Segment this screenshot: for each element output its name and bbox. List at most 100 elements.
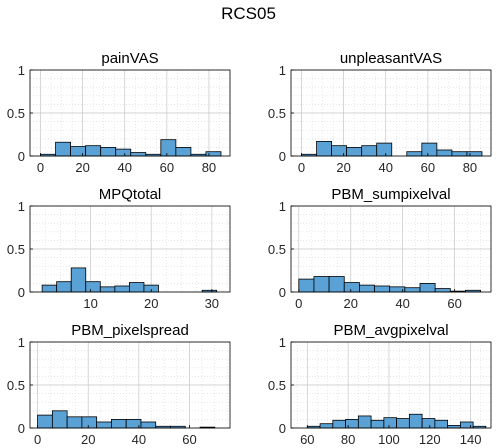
histogram-bar — [404, 287, 421, 293]
y-tick-label: 0 — [279, 149, 286, 164]
histogram-bar — [408, 413, 423, 429]
histogram-bar — [346, 146, 363, 157]
histogram-bar — [357, 415, 372, 429]
subplot-title: PBM_pixelspread — [71, 322, 189, 339]
y-tick-label: 0.5 — [7, 242, 25, 257]
histogram-bar — [99, 286, 116, 293]
subplot-5: 0 20 40 60 0 0.5 1 PBM_pixelspread — [7, 322, 231, 447]
histogram-bar — [459, 421, 474, 429]
x-tick-label: 120 — [419, 432, 441, 447]
histogram-bar — [316, 140, 333, 157]
histogram-bar — [370, 419, 385, 429]
histogram-bar — [376, 142, 393, 157]
y-tick-label: 1 — [279, 335, 286, 350]
histogram-bar — [41, 284, 58, 293]
y-tick-label: 0.5 — [7, 106, 25, 121]
x-tick-label: 0 — [34, 432, 41, 447]
x-tick-label: 0 — [37, 160, 44, 175]
subplot-title: PBM_sumpixelval — [331, 186, 450, 203]
histogram-bar — [66, 416, 83, 429]
histogram-bar — [298, 278, 315, 293]
y-tick-label: 0.5 — [7, 378, 25, 393]
histogram-bar — [100, 146, 117, 157]
histogram-bar — [419, 282, 436, 293]
histogram-bar — [466, 151, 483, 157]
x-tick-label: 60 — [182, 432, 196, 447]
x-tick-label: 20 — [336, 160, 350, 175]
histogram-bar — [114, 285, 130, 293]
histogram-bar — [374, 285, 391, 293]
histogram-bar — [70, 146, 87, 157]
histogram-bar — [406, 151, 423, 157]
x-tick-label: 80 — [341, 432, 355, 447]
x-tick-label: 40 — [379, 160, 393, 175]
x-tick-label: 100 — [378, 432, 400, 447]
x-tick-label: 80 — [202, 160, 216, 175]
histogram-bar — [160, 139, 177, 157]
x-tick-label: 140 — [460, 432, 482, 447]
histogram-bar — [140, 421, 157, 429]
histogram-bar — [319, 423, 334, 429]
y-tick-label: 0.5 — [268, 242, 286, 257]
figure-title: RCS05 — [221, 4, 276, 23]
histogram-bar — [358, 284, 375, 293]
y-tick-label: 0 — [18, 421, 25, 436]
x-tick-label: 20 — [144, 296, 158, 311]
x-tick-label: 30 — [205, 296, 219, 311]
y-tick-label: 1 — [279, 199, 286, 214]
y-tick-label: 0 — [279, 421, 286, 436]
histogram-bar — [85, 281, 101, 293]
y-tick-label: 1 — [18, 63, 25, 78]
subplot-3: 10 20 30 0 0.5 1 MPQtotal — [7, 186, 231, 311]
subplot-title: PBM_avgpixelval — [333, 322, 448, 339]
histogram-bar — [436, 149, 453, 157]
y-tick-label: 0 — [18, 149, 25, 164]
subplot-title: unpleasantVAS — [340, 50, 442, 67]
x-tick-label: 20 — [344, 296, 358, 311]
x-tick-label: 20 — [75, 160, 89, 175]
y-tick-label: 0 — [279, 285, 286, 300]
histogram-bar — [434, 288, 451, 293]
y-tick-label: 1 — [18, 335, 25, 350]
histogram-bar — [70, 267, 87, 293]
histogram-bar — [96, 421, 112, 429]
histogram-bar — [451, 151, 468, 157]
y-tick-label: 0.5 — [268, 106, 286, 121]
x-tick-label: 20 — [81, 432, 95, 447]
x-tick-label: 60 — [300, 432, 314, 447]
subplot-4: 0 20 40 60 0 0.5 1 PBM_sumpixelval — [268, 186, 492, 311]
y-tick-label: 1 — [18, 199, 25, 214]
histogram-bar — [421, 418, 436, 429]
histogram-bar — [115, 148, 132, 157]
x-tick-label: 80 — [463, 160, 477, 175]
histogram-bar — [130, 152, 147, 157]
subplot-6: 60 80 100 120 140 0 0.5 1 PBM_avgpixelval — [268, 322, 492, 447]
x-tick-label: 10 — [83, 296, 97, 311]
histogram-bar — [343, 282, 360, 293]
histogram-bar — [331, 145, 348, 157]
histogram-bar — [128, 282, 145, 293]
histogram-bar — [328, 276, 345, 293]
histogram-bar — [313, 276, 330, 293]
histogram-bar — [421, 142, 438, 157]
histogram-bar — [434, 419, 449, 429]
histogram-bar — [81, 416, 98, 429]
histogram-bar — [332, 419, 346, 429]
y-tick-label: 1 — [279, 63, 286, 78]
x-tick-label: 40 — [395, 296, 409, 311]
histogram-bar — [37, 414, 53, 429]
histogram-bar — [111, 418, 127, 429]
x-tick-label: 0 — [295, 296, 302, 311]
subplot-2: 0 20 40 60 80 0 0.5 1 unpleasantVAS — [268, 50, 492, 175]
histogram-bar — [85, 145, 102, 157]
histogram-bar — [205, 151, 222, 157]
histogram-bar — [361, 145, 378, 157]
x-tick-label: 60 — [421, 160, 435, 175]
x-tick-label: 60 — [160, 160, 174, 175]
histogram-bar — [51, 410, 68, 429]
histogram-bar — [383, 417, 398, 429]
y-tick-label: 0 — [18, 285, 25, 300]
histogram-bar — [396, 418, 410, 429]
